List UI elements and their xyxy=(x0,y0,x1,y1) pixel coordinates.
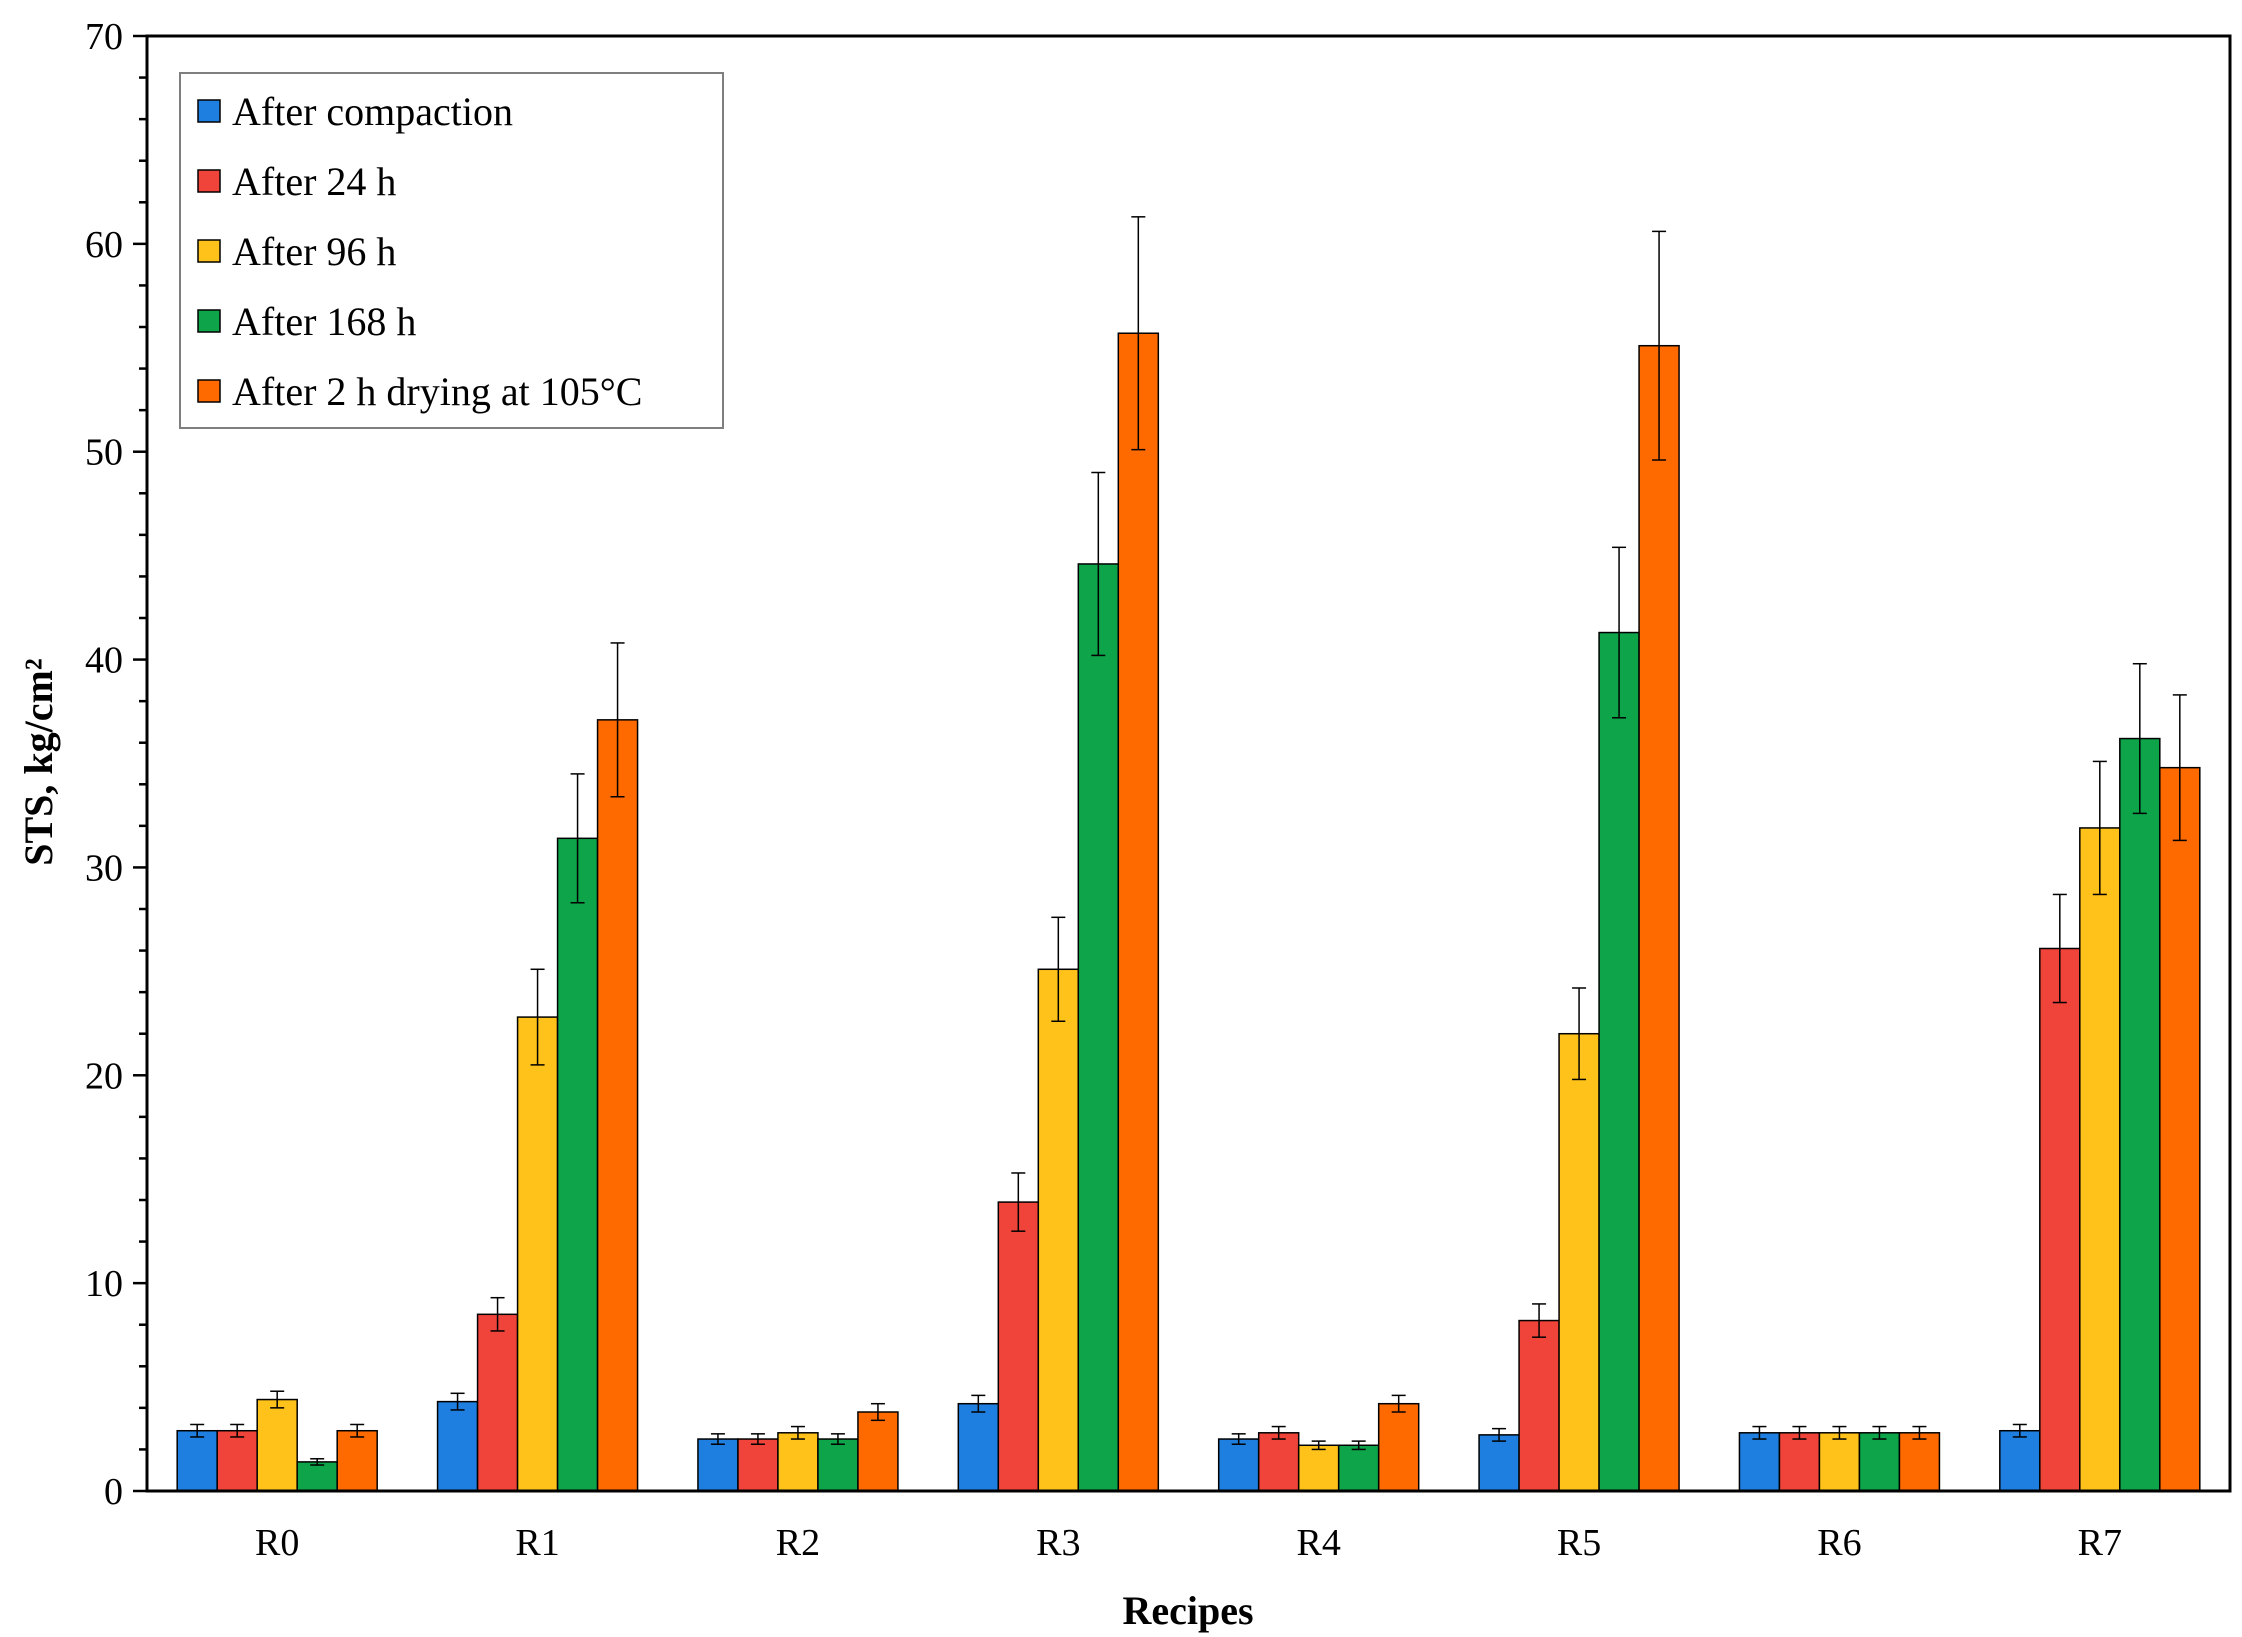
bar-r1-series-2 xyxy=(476,1313,519,1492)
legend-label: After 96 h xyxy=(232,229,396,274)
bar-r1-series-1 xyxy=(436,1400,479,1492)
bar-r3-series-4 xyxy=(1077,563,1120,1492)
bar-r6-series-5 xyxy=(1898,1432,1941,1492)
x-tick-label: R1 xyxy=(515,1522,559,1564)
bar-r4-series-5 xyxy=(1377,1402,1420,1492)
x-tick-label: R2 xyxy=(776,1522,820,1564)
bar-r5-series-4 xyxy=(1598,631,1640,1492)
y-tick-label: 40 xyxy=(85,640,123,682)
bar-r7-series-4 xyxy=(2119,737,2161,1492)
y-tick-label: 70 xyxy=(85,16,123,58)
bar-r5-series-2 xyxy=(1518,1319,1560,1492)
bar-r2-series-3 xyxy=(777,1432,819,1492)
bar-r6-series-3 xyxy=(1818,1432,1861,1492)
bar-r2-series-1 xyxy=(697,1438,739,1492)
bar-r3-series-5 xyxy=(1117,332,1160,1492)
legend-swatch xyxy=(197,99,221,123)
bar-r1-series-5 xyxy=(596,719,639,1492)
bar-r4-series-4 xyxy=(1337,1444,1380,1492)
bar-r0-series-5 xyxy=(336,1429,378,1492)
bar-r5-series-1 xyxy=(1478,1434,1520,1492)
bar-r7-series-3 xyxy=(2079,827,2121,1492)
legend: After compaction After 24 h After 96 h Afte… xyxy=(179,72,724,429)
legend-swatch xyxy=(197,239,221,263)
bar-r3-series-1 xyxy=(957,1402,1000,1492)
bar-r3-series-3 xyxy=(1037,968,1080,1492)
x-axis-title: Recipes xyxy=(1122,1588,1253,1633)
bar-r7-series-5 xyxy=(2159,766,2201,1492)
x-tick-label: R5 xyxy=(1557,1522,1601,1564)
bar-r0-series-3 xyxy=(256,1398,298,1492)
bar-r7-series-2 xyxy=(2039,947,2081,1492)
legend-label: After compaction xyxy=(232,89,513,134)
bar-r0-series-4 xyxy=(296,1461,338,1492)
x-tick-label: R7 xyxy=(2078,1522,2122,1564)
bar-r1-series-3 xyxy=(516,1016,559,1492)
bar-r6-series-4 xyxy=(1858,1432,1901,1492)
chart-marks xyxy=(176,216,2201,1492)
y-tick-label: 20 xyxy=(85,1055,123,1097)
bar-r4-series-3 xyxy=(1297,1444,1340,1492)
legend-label: After 168 h xyxy=(232,299,416,344)
y-axis-title: STS, kg/cm² xyxy=(16,658,61,866)
bar-r6-series-1 xyxy=(1738,1432,1781,1492)
bar-r6-series-2 xyxy=(1778,1432,1821,1492)
x-tick-label: R6 xyxy=(1817,1522,1861,1564)
legend-label: After 2 h drying at 105°C xyxy=(232,369,642,414)
bar-r4-series-2 xyxy=(1257,1432,1300,1492)
y-tick-label: 30 xyxy=(85,847,123,889)
bar-r1-series-4 xyxy=(556,837,599,1492)
legend-swatch xyxy=(197,379,221,403)
y-tick-label: 10 xyxy=(85,1263,123,1305)
bar-r0-series-1 xyxy=(176,1429,218,1492)
legend-label: After 24 h xyxy=(232,159,396,204)
bar-r5-series-3 xyxy=(1558,1032,1600,1492)
bar-r7-series-1 xyxy=(1999,1429,2041,1492)
bar-r4-series-1 xyxy=(1217,1438,1260,1492)
legend-box xyxy=(179,72,724,429)
y-tick-label: 60 xyxy=(85,224,123,266)
bar-r2-series-5 xyxy=(857,1411,899,1492)
bar-r3-series-2 xyxy=(997,1201,1040,1492)
chart-axes: 0 10 20 30 40 50 60 70 R0 R1 R2 R3 R4 R5 R6 R7 xyxy=(85,16,2232,1564)
y-tick-label: 50 xyxy=(85,432,123,474)
bar-r5-series-5 xyxy=(1638,344,1680,1492)
legend-swatch xyxy=(197,169,221,193)
y-tick-label: 0 xyxy=(104,1471,123,1513)
bar-r2-series-2 xyxy=(737,1438,779,1492)
x-tick-label: R4 xyxy=(1297,1522,1341,1564)
legend-swatch xyxy=(197,309,221,333)
x-tick-label: R3 xyxy=(1036,1522,1080,1564)
bar-r2-series-4 xyxy=(817,1438,859,1492)
x-tick-label: R0 xyxy=(255,1522,299,1564)
bar-r0-series-2 xyxy=(216,1429,258,1492)
